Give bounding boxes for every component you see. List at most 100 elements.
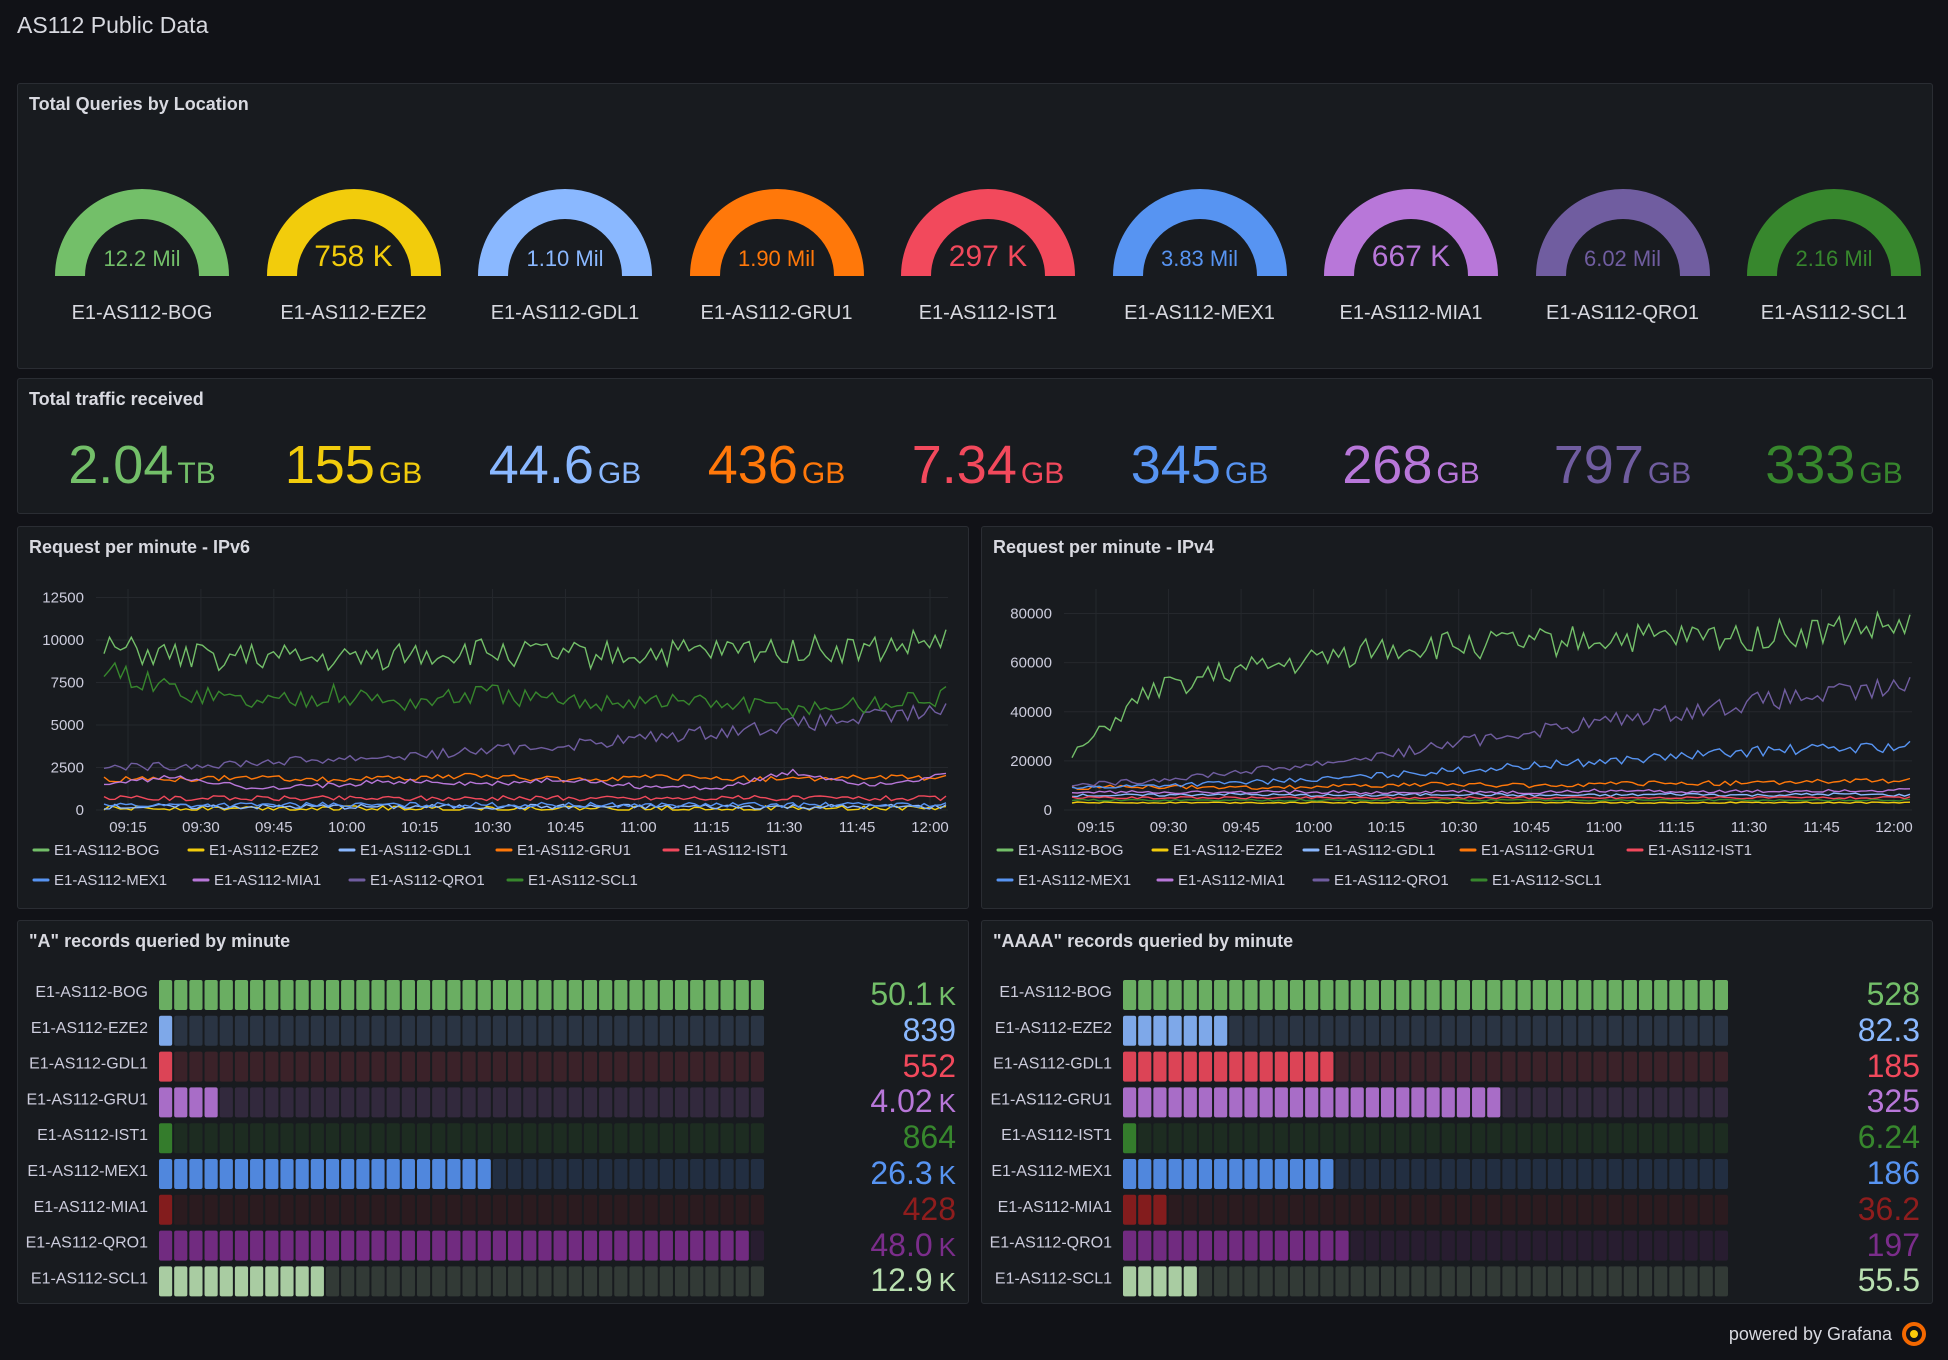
a-records-panel[interactable]: "A" records queried by minute E1-AS112-B… (17, 920, 969, 1304)
bar-cell (1684, 1230, 1698, 1261)
bar-cell (250, 1266, 264, 1297)
bar-cell (1305, 1230, 1319, 1261)
bar-cell (1138, 1230, 1152, 1261)
bar-cell (1289, 1266, 1304, 1297)
bar-cell (1183, 980, 1197, 1010)
bar-cell (1183, 1230, 1197, 1261)
bar-cell (614, 1051, 628, 1082)
x-tick-label: 11:30 (1731, 819, 1767, 836)
bar-value: 528 (1742, 976, 1920, 1013)
bar-cell (1502, 1159, 1516, 1189)
bar-cell (325, 1159, 340, 1189)
bar-cell (508, 1015, 522, 1046)
bar-cell (1229, 1194, 1243, 1225)
ipv4-chart-panel[interactable]: Request per minute - IPv4 0 20000 40000 600… (981, 526, 1933, 909)
bar-cell (1623, 1266, 1637, 1297)
total-traffic-panel[interactable]: Total traffic received 2.04 TB 155 GB 44.6 GB… (17, 378, 1933, 514)
bar-cell (447, 980, 461, 1010)
bar-value-number: 839 (902, 1011, 956, 1048)
bar-row-label: E1-AS112-BOG (35, 984, 148, 1001)
bar-cell (614, 1087, 628, 1118)
bar-cell (614, 980, 628, 1010)
bar-cell (1441, 980, 1455, 1010)
bar-cell (1654, 980, 1668, 1010)
bar-cell (674, 1194, 689, 1225)
bar-cell (1244, 1051, 1258, 1082)
bar-cell (538, 1194, 552, 1225)
bar-row-label: E1-AS112-EZE2 (31, 1020, 148, 1037)
aaaa-records-panel[interactable]: "AAAA" records queried by minute E1-AS11… (981, 920, 1933, 1304)
bar-cell (280, 1123, 294, 1154)
bar-cell (386, 1123, 400, 1154)
bar-cell (583, 1123, 598, 1154)
bar-cell (1380, 1123, 1395, 1154)
bar-value-number: 325 (1866, 1083, 1920, 1120)
stat-value: 2.04 (68, 435, 174, 495)
bar-cell (462, 1230, 476, 1261)
bar-cell (341, 1230, 355, 1261)
bar-cell (1532, 1159, 1546, 1189)
x-tick-label: 12:00 (911, 819, 949, 836)
bar-cell (416, 1230, 431, 1261)
bar-cell (508, 1230, 522, 1261)
bar-cell (568, 980, 582, 1010)
bar-cell (356, 1123, 370, 1154)
bar-cell (159, 1230, 173, 1261)
bar-cell (1274, 1015, 1288, 1046)
bar-cell (1198, 1194, 1213, 1225)
bar-cell (1138, 1159, 1152, 1189)
bar-cell (174, 1123, 188, 1154)
series-line-e1-as112-qro1 (1071, 677, 1911, 787)
bar-cell (583, 980, 598, 1010)
bar-cell (1684, 980, 1698, 1010)
footer[interactable]: powered by Grafana (1729, 1320, 1928, 1348)
total-queries-panel[interactable]: Total Queries by Location 12.2 Mil E1-AS1… (17, 83, 1933, 369)
bar-cell (432, 1159, 446, 1189)
x-tick-label: 11:45 (1803, 819, 1839, 836)
bar-cell (1684, 1015, 1698, 1046)
gauge-value: 6.02 Mil (1583, 246, 1662, 271)
bar-value-number: 82.3 (1857, 1011, 1920, 1048)
bar-cell (204, 980, 218, 1010)
bar-cell (492, 1087, 507, 1118)
bar-cell (1623, 1015, 1637, 1046)
grafana-logo-icon (1902, 1322, 1926, 1346)
bar-cell (1123, 1087, 1137, 1118)
bar-cell (280, 1087, 294, 1118)
gauge-arc (901, 189, 1075, 277)
bar-cell (265, 1051, 279, 1082)
x-tick-label: 10:45 (1512, 819, 1550, 836)
stat-e1-as112-scl1: 333 GB (1728, 434, 1940, 496)
bar-cell (629, 1230, 643, 1261)
x-tick-label: 11:00 (620, 819, 656, 836)
bar-cell (1229, 1266, 1243, 1297)
stat-value: 333 (1765, 435, 1856, 495)
bar-cell (1168, 980, 1182, 1010)
bar-cell (1684, 1051, 1698, 1082)
bar-cell (1456, 1194, 1471, 1225)
gauge-arc (1535, 189, 1710, 277)
bar-cell (432, 1230, 446, 1261)
bar-cell (159, 1266, 173, 1297)
bar-cell (234, 1159, 249, 1189)
bar-row-label: E1-AS112-QRO1 (990, 1235, 1113, 1252)
bar-cell (1123, 1159, 1137, 1189)
bar-cell (1563, 1015, 1577, 1046)
ipv6-chart-panel[interactable]: Request per minute - IPv6 0 2500 5000 7500 1… (17, 526, 969, 909)
panel-title: "AAAA" records queried by minute (993, 931, 1294, 951)
bar-cell (1684, 1087, 1698, 1118)
series-line-e1-as112-ist1 (103, 794, 947, 802)
bar-cell (1487, 1230, 1501, 1261)
bar-cell (1654, 1087, 1668, 1118)
ipv6-line-chart: 0 2500 5000 7500 10000 12500 09:15 09:30 09:45 10… (32, 589, 949, 889)
bar-cell (1638, 1159, 1653, 1189)
bar-cell (705, 980, 719, 1010)
bar-cell (310, 980, 324, 1010)
bar-cell (310, 1159, 324, 1189)
bar-cell (280, 1194, 294, 1225)
bar-cell (1335, 1051, 1349, 1082)
panel-title: Total Queries by Location (29, 94, 249, 114)
bar-cell (1502, 1087, 1516, 1118)
bar-value: 552 (778, 1048, 956, 1085)
bar-cell (1623, 1159, 1637, 1189)
